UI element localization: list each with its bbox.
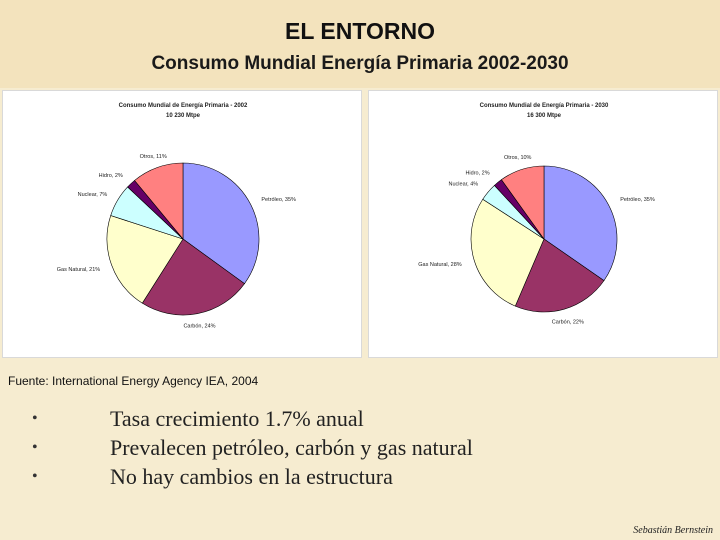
author-signature: Sebastián Bernstein — [633, 525, 713, 536]
bullet-item: • Prevalecen petróleo, carbón y gas natu… — [32, 433, 473, 462]
chart-panel-2030: Consumo Mundial de Energía Primaria - 20… — [368, 90, 718, 358]
pie-slice-carbon-2002 — [141, 238, 245, 316]
slice-label-otros-2002: Otros, 11% — [140, 154, 167, 160]
slide-subtitle: Consumo Mundial Energía Primaria 2002-20… — [151, 53, 569, 74]
pie-chart-2002: Consumo Mundial de Energía Primaria - 20… — [57, 103, 296, 329]
pie-slice-petroleo-2030 — [543, 165, 618, 282]
bullet-list: • Tasa crecimiento 1.7% anual • Prevalec… — [32, 404, 473, 491]
pie-slice-otros-2030 — [501, 165, 545, 240]
chart-subtitle-2030: 16 300 Mtpe — [527, 113, 562, 119]
slice-label-carbon-2030: Carbón, 22% — [552, 320, 584, 326]
slice-label-gas-natural-2030: Gas Natural, 28% — [418, 262, 462, 268]
slice-label-petroleo-2030: Petróleo, 35% — [620, 197, 655, 203]
pie-slice-carbon-2030 — [514, 238, 605, 313]
slice-label-nuclear-2002: Nuclear, 7% — [78, 192, 108, 198]
chart-subtitle-2002: 10 230 Mtpe — [166, 113, 201, 119]
bullet-text: Tasa crecimiento 1.7% anual — [110, 405, 364, 431]
slice-label-gas-natural-2002: Gas Natural, 21% — [57, 267, 101, 273]
bullet-text: Prevalecen petróleo, carbón y gas natura… — [110, 434, 473, 460]
slice-label-otros-2030: Otros, 10% — [504, 155, 532, 161]
slice-label-hidro-2030: Hidro, 2% — [465, 170, 489, 176]
title-band — [0, 0, 720, 88]
chart-title-2030: Consumo Mundial de Energía Primaria - 20… — [480, 103, 609, 109]
source-note: Fuente: International Energy Agency IEA,… — [8, 374, 259, 388]
slice-label-petroleo-2002: Petróleo, 35% — [261, 197, 296, 203]
pie-slice-petroleo-2002 — [182, 162, 260, 285]
pie-slice-gas-natural-2002 — [106, 215, 184, 304]
bullet-text: No hay cambios en la estructura — [110, 463, 393, 489]
chart-panel-2002: Consumo Mundial de Energía Primaria - 20… — [2, 90, 362, 358]
slice-label-hidro-2002: Hidro, 2% — [99, 173, 123, 179]
slide-title: EL ENTORNO — [285, 18, 435, 44]
pie-chart-2030: Consumo Mundial de Energía Primaria - 20… — [418, 103, 655, 326]
bullet-icon: • — [32, 438, 38, 456]
chart-title-2002: Consumo Mundial de Energía Primaria - 20… — [119, 103, 248, 109]
pie-slice-gas-natural-2030 — [470, 198, 545, 307]
bullet-icon: • — [32, 409, 38, 427]
pie-slice-otros-2002 — [134, 162, 184, 240]
slice-label-carbon-2002: Carbón, 24% — [183, 323, 215, 329]
slice-label-nuclear-2030: Nuclear, 4% — [449, 182, 479, 188]
bullet-item: • Tasa crecimiento 1.7% anual — [32, 404, 473, 433]
bullet-icon: • — [32, 467, 38, 485]
bullet-item: • No hay cambios en la estructura — [32, 462, 473, 491]
